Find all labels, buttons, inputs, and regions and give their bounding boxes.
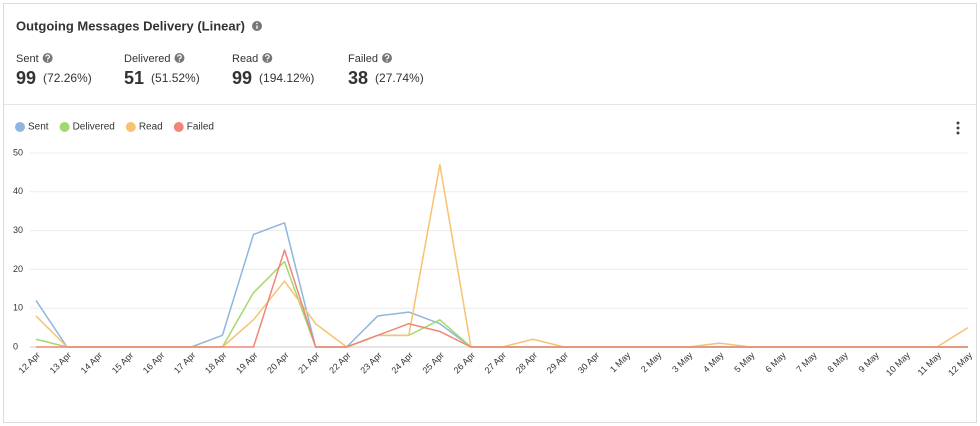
help-icon-glyph (264, 54, 270, 60)
info-icon[interactable] (252, 21, 263, 31)
card-frame (3, 3, 977, 423)
help-icon-dot (266, 60, 268, 62)
legend-swatch (15, 122, 25, 132)
y-tick-label: 50 (13, 147, 23, 157)
series-line (36, 249, 968, 348)
help-icon-dot (178, 60, 181, 62)
legend-swatch (125, 122, 136, 132)
stat-percent: (194.12%) (259, 71, 314, 85)
legend-label: Delivered (73, 122, 115, 133)
card-title: Outgoing Messages Delivery (Linear) (16, 18, 245, 33)
stat-percent: (72.26%) (43, 71, 92, 85)
legend-item[interactable]: Delivered (59, 122, 115, 133)
help-icon-dot (386, 60, 388, 62)
stat-value: 99 (232, 68, 252, 88)
stat-label: Sent (16, 53, 39, 65)
menu-button[interactable] (956, 121, 960, 135)
help-icon-glyph (177, 54, 182, 60)
help-icon-dot (46, 60, 49, 62)
help-icon[interactable] (174, 53, 185, 63)
y-tick-label: 40 (13, 186, 23, 196)
help-icon-glyph (45, 54, 51, 60)
stat-label: Delivered (124, 53, 170, 65)
help-icon[interactable] (42, 53, 53, 63)
stat-percent: (51.52%) (151, 71, 200, 85)
legend-swatch (59, 122, 70, 132)
legend-label: Failed (187, 122, 214, 133)
help-icon-glyph (384, 54, 390, 60)
help-icon[interactable] (262, 53, 273, 63)
y-tick-label: 10 (13, 303, 23, 313)
stat-label: Read (232, 53, 258, 65)
stat-percent: (27.74%) (375, 71, 424, 85)
legend-label: Read (139, 122, 163, 133)
legend-item[interactable]: Failed (173, 122, 214, 133)
legend-item[interactable]: Sent (15, 122, 49, 133)
y-tick-label: 0 (13, 341, 18, 351)
y-tick-label: 20 (13, 264, 23, 274)
stat-value: 51 (124, 68, 144, 88)
y-tick-label: 30 (13, 225, 23, 235)
legend-swatch (173, 122, 184, 132)
legend-item[interactable]: Read (125, 122, 163, 133)
stat-value: 99 (16, 68, 36, 88)
legend-label: Sent (28, 122, 49, 133)
stat-value: 38 (348, 68, 368, 88)
stat-label: Failed (348, 53, 378, 65)
help-icon[interactable] (381, 53, 392, 63)
